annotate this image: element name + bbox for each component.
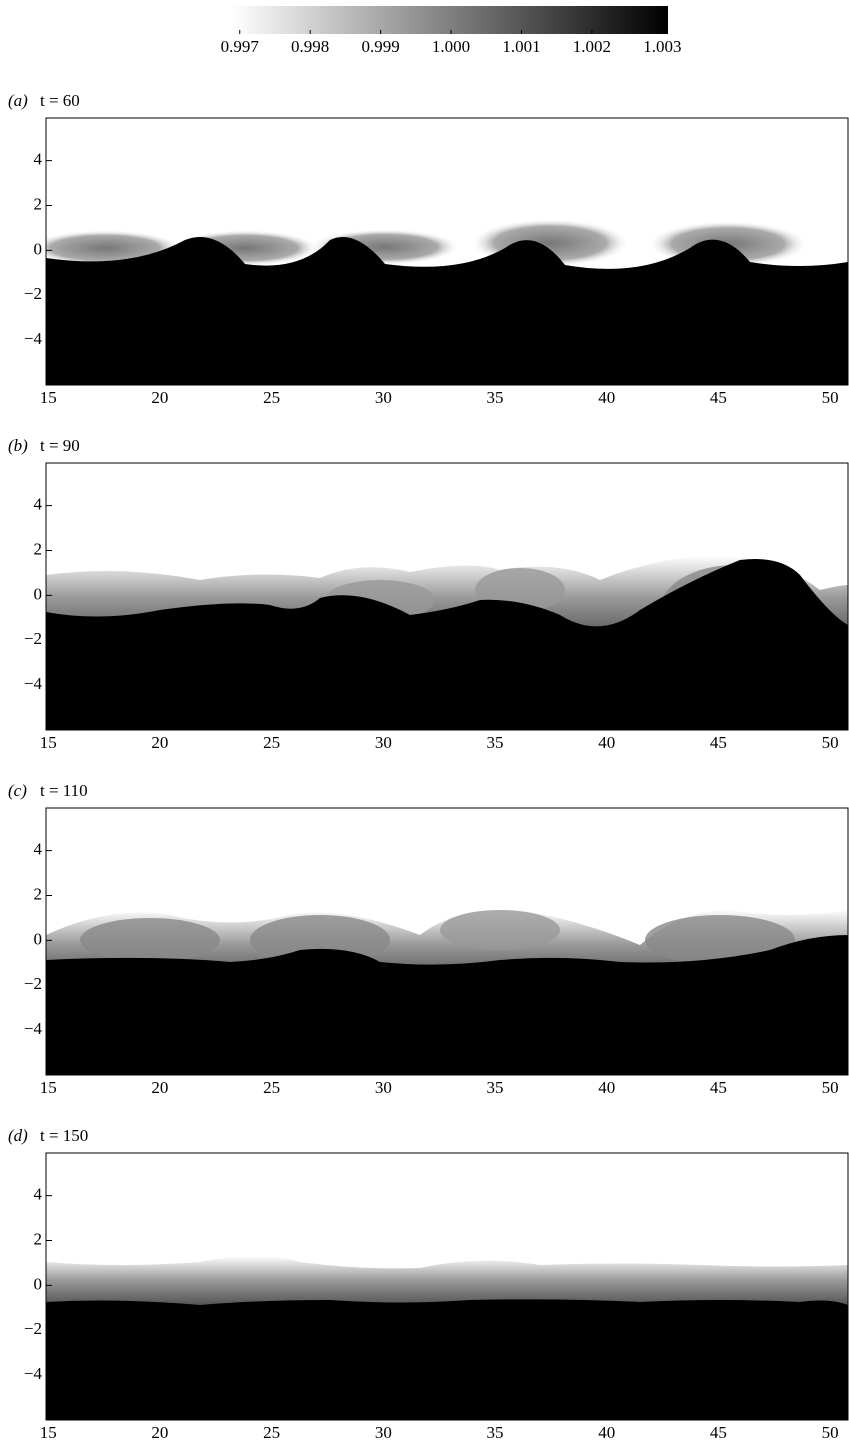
panel-title: t = 150 <box>40 1126 88 1145</box>
plot-frame <box>45 117 849 386</box>
y-tick-label: −2 <box>24 1319 42 1338</box>
x-tick-label: 50 <box>822 388 839 407</box>
y-tick-label: 0 <box>34 239 43 258</box>
y-tick-label: −4 <box>24 1019 43 1038</box>
x-tick-label: 40 <box>598 733 615 752</box>
plot-frame <box>45 462 849 731</box>
x-tick-label: 40 <box>598 388 615 407</box>
field-b <box>46 555 848 730</box>
panel-label: (c) <box>8 781 27 800</box>
panel-title: t = 60 <box>40 91 80 110</box>
panel-label: (d) <box>8 1126 28 1145</box>
colorbar-tick-label: 1.001 <box>502 37 540 56</box>
x-tick-label: 15 <box>40 388 57 407</box>
y-tick-label: 0 <box>34 584 43 603</box>
y-tick-label: 0 <box>34 1274 43 1293</box>
x-tick-label: 35 <box>487 388 504 407</box>
colorbar-tick-label: 0.998 <box>291 37 329 56</box>
x-tick-label: 30 <box>375 733 392 752</box>
x-tick-label: 20 <box>151 733 168 752</box>
y-tick-label: −2 <box>24 284 42 303</box>
y-tick-label: −4 <box>24 674 43 693</box>
x-tick-label: 25 <box>263 1423 280 1442</box>
panel-title: t = 110 <box>40 781 88 800</box>
y-tick-label: −2 <box>24 974 42 993</box>
y-tick-label: 2 <box>34 1229 43 1248</box>
y-tick-label: 4 <box>34 1185 43 1204</box>
panel-title: t = 90 <box>40 436 80 455</box>
x-tick-label: 30 <box>375 1078 392 1097</box>
x-tick-label: 35 <box>487 1423 504 1442</box>
x-tick-label: 45 <box>710 733 727 752</box>
x-tick-label: 20 <box>151 1423 168 1442</box>
x-tick-label: 50 <box>822 1423 839 1442</box>
x-tick-label: 35 <box>487 733 504 752</box>
x-tick-label: 45 <box>710 1423 727 1442</box>
plot-frame <box>45 1152 849 1421</box>
y-tick-label: 2 <box>34 884 43 903</box>
y-tick-label: 4 <box>34 150 43 169</box>
colorbar-tick-label: 1.002 <box>573 37 611 56</box>
colorbar-tick-label: 1.003 <box>643 37 681 56</box>
y-tick-label: 0 <box>34 929 43 948</box>
y-tick-label: 4 <box>34 495 43 514</box>
field-c <box>46 909 848 1075</box>
x-tick-label: 25 <box>263 1078 280 1097</box>
plot-frame <box>45 807 849 1076</box>
x-tick-label: 40 <box>598 1078 615 1097</box>
panel-label: (a) <box>8 91 28 110</box>
x-tick-label: 15 <box>40 1078 57 1097</box>
x-tick-label: 30 <box>375 1423 392 1442</box>
y-tick-label: −2 <box>24 629 42 648</box>
x-tick-label: 50 <box>822 733 839 752</box>
x-tick-label: 20 <box>151 388 168 407</box>
x-tick-label: 25 <box>263 733 280 752</box>
x-tick-label: 40 <box>598 1423 615 1442</box>
field-a <box>46 219 848 385</box>
x-tick-label: 45 <box>710 388 727 407</box>
colorbar-tick-label: 1.000 <box>432 37 470 56</box>
colorbar-tick-label: 0.999 <box>361 37 399 56</box>
x-tick-label: 30 <box>375 388 392 407</box>
colorbar-tick-label: 0.997 <box>221 37 260 56</box>
y-tick-label: −4 <box>24 329 43 348</box>
x-tick-label: 50 <box>822 1078 839 1097</box>
y-tick-label: 2 <box>34 194 43 213</box>
x-tick-label: 20 <box>151 1078 168 1097</box>
x-tick-label: 15 <box>40 1423 57 1442</box>
y-tick-label: −4 <box>24 1364 43 1383</box>
y-tick-label: 2 <box>34 539 43 558</box>
x-tick-label: 25 <box>263 388 280 407</box>
field-d <box>46 1256 848 1420</box>
colorbar <box>232 6 668 34</box>
y-tick-label: 4 <box>34 840 43 859</box>
x-tick-label: 35 <box>487 1078 504 1097</box>
x-tick-label: 15 <box>40 733 57 752</box>
panel-label: (b) <box>8 436 28 455</box>
x-tick-label: 45 <box>710 1078 727 1097</box>
